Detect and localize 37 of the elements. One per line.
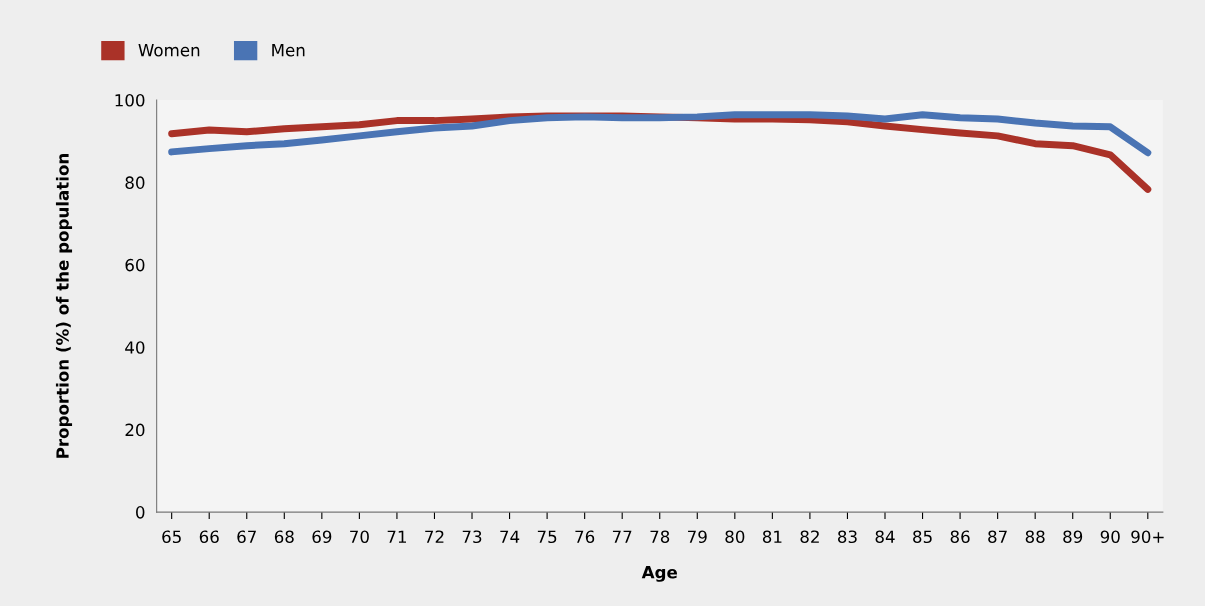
x-tick-label: 80 bbox=[725, 530, 745, 544]
x-tick-label: 65 bbox=[162, 530, 181, 544]
x-tick-label: 83 bbox=[837, 530, 857, 544]
x-tick-label: 90+ bbox=[1131, 530, 1164, 544]
x-axis-title: Age bbox=[641, 566, 677, 582]
x-tick-label: 75 bbox=[537, 530, 557, 544]
x-tick-label: 84 bbox=[875, 530, 895, 544]
x-tick-label: 85 bbox=[913, 530, 932, 544]
x-tick-label: 78 bbox=[650, 530, 670, 544]
x-tick-label: 82 bbox=[800, 530, 819, 544]
legend-label: Men bbox=[272, 44, 305, 57]
y-tick-label: 80 bbox=[125, 176, 145, 189]
x-tick-label: 88 bbox=[1025, 530, 1045, 544]
y-tick-label: 60 bbox=[125, 258, 145, 272]
y-tick-label: 40 bbox=[125, 341, 145, 354]
x-tick-label: 86 bbox=[950, 530, 970, 544]
y-axis-title: Proportion (%) of the population bbox=[55, 154, 73, 458]
x-tick-label: 76 bbox=[575, 530, 595, 544]
x-tick-label: 77 bbox=[612, 530, 632, 543]
x-tick-label: 73 bbox=[462, 530, 482, 544]
x-tick-label: 69 bbox=[312, 530, 332, 544]
x-tick-label: 89 bbox=[1063, 530, 1083, 544]
x-tick-label: 71 bbox=[387, 530, 406, 543]
x-tick-label: 68 bbox=[274, 530, 294, 544]
x-tick-label: 90 bbox=[1100, 530, 1120, 544]
x-tick-label: 79 bbox=[688, 530, 707, 544]
y-tick-label: 0 bbox=[136, 506, 145, 519]
y-tick-label: 100 bbox=[115, 93, 145, 107]
legend-label: Women bbox=[138, 44, 200, 57]
x-tick-label: 70 bbox=[350, 530, 369, 544]
x-tick-label: 66 bbox=[199, 530, 219, 544]
y-tick-label: 20 bbox=[125, 423, 145, 437]
x-tick-label: 67 bbox=[237, 530, 256, 544]
x-tick-label: 72 bbox=[425, 530, 444, 543]
x-tick-label: 81 bbox=[762, 530, 782, 544]
x-tick-label: 74 bbox=[500, 530, 520, 543]
x-tick-label: 87 bbox=[988, 530, 1007, 544]
